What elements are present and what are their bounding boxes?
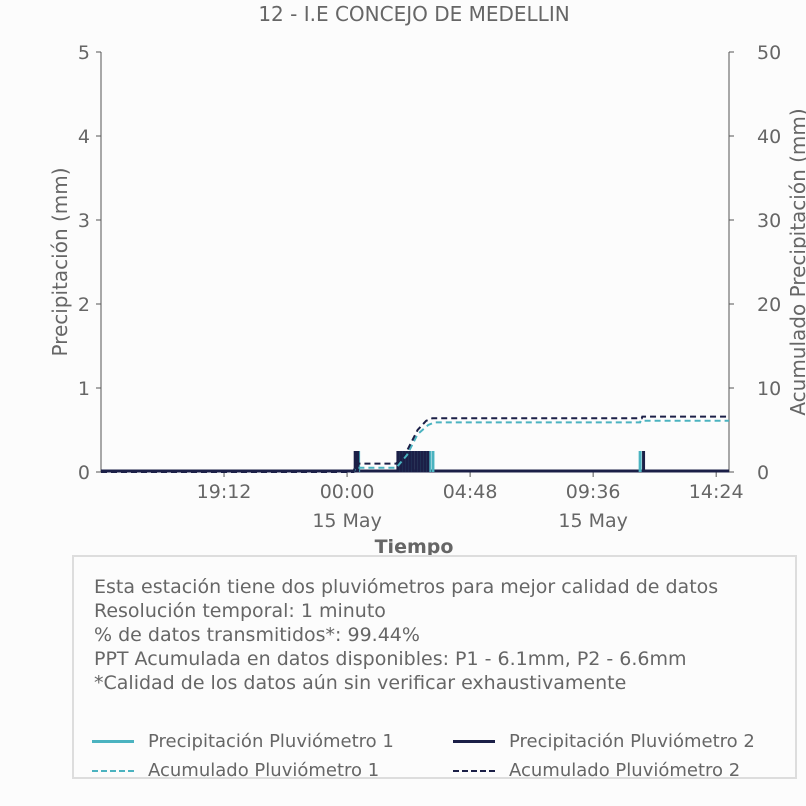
precip-bar [638,451,642,472]
precip-bar [408,451,412,472]
y-tick-label-right: 30 [757,210,781,232]
legend-swatch [453,740,495,743]
legend-swatch [453,769,495,772]
y-axis-label-right: Acumulado Precipitación (mm) [786,108,806,415]
x-tick-label: 19:12 [197,481,252,503]
y-tick-label-right: 0 [757,462,769,484]
cumulative-line [101,415,729,473]
rainfall-chart: 12 - I.E CONCEJO DE MEDELLIN Precipitaci… [48,2,806,558]
precip-bar [428,451,432,472]
info-line: *Calidad de los datos aún sin verificar … [94,672,627,694]
legend-item-precip-1: Precipitación Pluviómetro 1 [92,731,394,752]
legend-label: Precipitación Pluviómetro 1 [148,731,394,752]
y-tick-label-left: 0 [78,462,90,484]
x-tick-sublabel: 15 May [558,510,628,532]
y-tick-label-right: 10 [757,378,781,400]
precip-bar [423,451,427,472]
x-tick-label: 09:36 [566,481,621,503]
x-axis-label: Tiempo [375,536,454,558]
y-tick-label-right: 50 [757,42,781,64]
y-tick-label-left: 5 [78,42,90,64]
legend-label: Precipitación Pluviómetro 2 [509,731,755,752]
x-tick-label: 14:24 [689,481,744,503]
precip-bar [353,451,357,472]
info-line: Resolución temporal: 1 minuto [94,600,386,622]
chart-legend: Precipitación Pluviómetro 1 Precipitació… [92,731,792,787]
y-tick-label-left: 3 [78,210,90,232]
precip-bar [405,451,409,472]
y-tick-label-left: 4 [78,126,90,148]
info-text: Esta estación tiene dos pluviómetros par… [94,575,718,695]
x-tick-label: 04:48 [443,481,498,503]
info-line: % de datos transmitidos*: 99.44% [94,624,420,646]
x-tick-label: 00:00 [320,481,375,503]
legend-item-acum-1: Acumulado Pluviómetro 1 [92,760,379,781]
precip-bar [402,451,406,472]
y-tick-label-left: 2 [78,294,90,316]
legend-item-acum-2: Acumulado Pluviómetro 2 [453,760,740,781]
info-box: Esta estación tiene dos pluviómetros par… [72,555,797,781]
legend-label: Acumulado Pluviómetro 1 [148,760,380,781]
precip-bar [417,451,421,472]
legend-label: Acumulado Pluviómetro 2 [509,760,741,781]
x-tick-sublabel: 15 May [312,510,382,532]
info-line: PPT Acumulada en datos disponibles: P1 -… [94,648,687,670]
info-line: Esta estación tiene dos pluviómetros par… [94,576,719,598]
precip-bar [356,451,360,472]
legend-swatch [92,769,134,772]
precip-bar [411,451,415,472]
y-tick-label-right: 20 [757,294,781,316]
precip-bar [414,451,418,472]
y-tick-label-left: 1 [78,378,90,400]
precip-bar [420,451,424,472]
precip-bar [426,451,430,472]
precip-bar [642,451,646,472]
legend-item-precip-2: Precipitación Pluviómetro 2 [453,731,755,752]
y-axis-label-left: Precipitación (mm) [48,167,72,356]
legend-swatch [92,740,134,743]
chart-title: 12 - I.E CONCEJO DE MEDELLIN [258,2,569,26]
y-tick-label-right: 40 [757,126,781,148]
precip-bar [431,451,435,472]
